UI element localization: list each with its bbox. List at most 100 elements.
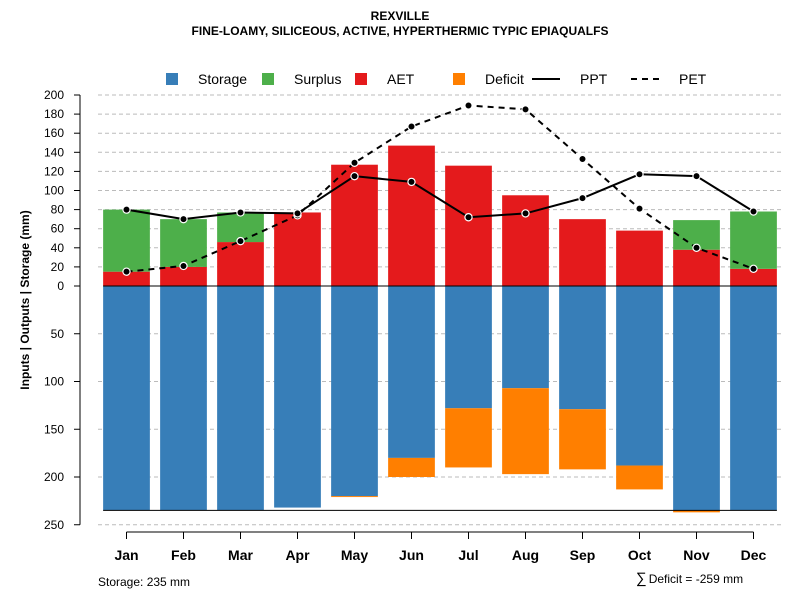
storage-bar xyxy=(616,286,663,466)
x-tick-label: Feb xyxy=(171,547,196,563)
legend-swatch xyxy=(355,73,367,85)
ppt-line-point xyxy=(692,171,701,181)
ppt-line xyxy=(126,173,755,221)
storage-bar xyxy=(103,286,150,511)
y-tick-label: 60 xyxy=(51,222,65,236)
y-tick-label: 120 xyxy=(44,164,64,178)
ppt-line-point xyxy=(179,214,188,224)
aet-bar xyxy=(217,242,264,286)
surplus-bar xyxy=(103,209,150,272)
y-tick-label: 200 xyxy=(44,88,64,102)
ppt-line-point xyxy=(749,207,758,216)
x-tick-label: Oct xyxy=(628,547,652,563)
x-tick-label: Dec xyxy=(741,547,767,563)
y-tick-label: 200 xyxy=(44,470,64,484)
ppt-line-point xyxy=(350,171,359,181)
x-tick-label: Aug xyxy=(512,547,539,563)
pet-line-point xyxy=(749,264,758,274)
deficit-bar xyxy=(502,388,549,475)
y-tick-label: 50 xyxy=(51,327,65,341)
y-tick-label: 20 xyxy=(51,260,65,274)
ppt-line-point xyxy=(578,193,587,203)
pet-line-point xyxy=(122,267,131,276)
aet-bar xyxy=(673,249,720,286)
legend-label: AET xyxy=(387,71,415,87)
storage-bar xyxy=(502,286,549,389)
axes: 0 20 40 60 80 100 120 140 160 180 200 50 100 150 200 25… xyxy=(18,88,777,563)
deficit-bar xyxy=(331,496,378,498)
y-tick-label: 150 xyxy=(44,422,64,436)
x-tick-label: Sep xyxy=(570,547,596,563)
legend-swatch xyxy=(166,73,178,85)
series-lines xyxy=(122,101,758,276)
deficit-bar xyxy=(673,510,720,513)
x-tick-label: Apr xyxy=(285,547,310,563)
deficit-bar xyxy=(388,457,435,477)
aet-bar xyxy=(559,219,606,286)
y-tick-label: 40 xyxy=(51,241,65,255)
legend-label: Surplus xyxy=(294,71,341,87)
storage-bar xyxy=(559,286,606,410)
storage-bar xyxy=(160,286,207,511)
ppt-line-point xyxy=(464,213,473,222)
pet-line-point xyxy=(521,105,530,114)
chart-title: REXVILLE xyxy=(370,9,430,23)
aet-bar xyxy=(274,212,321,286)
y-axis-title: Inputs | Outputs | Storage (mm) xyxy=(18,210,32,389)
legend-label: PET xyxy=(679,71,707,87)
sigma-symbol: ∑ xyxy=(636,570,647,587)
aet-bar xyxy=(388,145,435,286)
ppt-line-point xyxy=(521,209,530,218)
storage-bar xyxy=(673,286,720,511)
x-tick-label: Jan xyxy=(114,547,138,563)
aet-bar xyxy=(331,164,378,286)
y-tick-label: 100 xyxy=(44,184,64,198)
deficit-total-label: Deficit = -259 mm xyxy=(648,572,744,586)
deficit-total: ∑ Deficit = -259 mm xyxy=(636,570,743,587)
aet-bar xyxy=(730,268,777,286)
x-tick-label: Jun xyxy=(399,547,424,563)
storage-bar xyxy=(274,286,321,508)
y-tick-label: 100 xyxy=(44,375,64,389)
x-tick-label: May xyxy=(341,547,368,563)
surplus-bar xyxy=(730,211,777,269)
storage-bar xyxy=(730,286,777,511)
storage-bar xyxy=(445,286,492,409)
y-tick-label: 160 xyxy=(44,126,64,140)
chart-subtitle: FINE-LOAMY, SILICEOUS, ACTIVE, HYPERTHER… xyxy=(191,24,609,38)
y-tick-label: 0 xyxy=(57,279,64,293)
surplus-bar xyxy=(160,219,207,267)
ppt-line-point xyxy=(293,209,302,218)
pet-line-point xyxy=(464,101,473,110)
y-tick-label: 80 xyxy=(51,203,65,217)
aet-bar xyxy=(616,230,663,286)
x-tick-label: Mar xyxy=(228,547,253,563)
y-tick-label: 140 xyxy=(44,145,64,159)
storage-bar xyxy=(217,286,264,511)
x-tick-label: Jul xyxy=(458,547,478,563)
ppt-line-point xyxy=(122,205,131,214)
pet-line-point xyxy=(407,122,416,131)
y-tick-label: 180 xyxy=(44,107,64,121)
storage-bar xyxy=(388,286,435,458)
pet-line-point xyxy=(692,243,701,252)
storage-note: Storage: 235 mm xyxy=(98,575,191,589)
y-tick-label: 250 xyxy=(44,518,64,532)
legend-swatch xyxy=(453,73,465,85)
pet-line-point xyxy=(350,158,359,168)
storage-bar xyxy=(331,286,378,497)
ppt-line-point xyxy=(635,170,644,179)
legend-label: PPT xyxy=(580,71,608,87)
x-tick-label: Nov xyxy=(683,547,710,563)
deficit-bar xyxy=(559,409,606,470)
deficit-bar xyxy=(616,465,663,490)
ppt-line-point xyxy=(407,177,416,187)
legend-label: Deficit xyxy=(485,71,524,87)
pet-line-point xyxy=(179,261,188,271)
legend-swatch xyxy=(262,73,274,85)
pet-line-point xyxy=(578,154,587,164)
pet-line-point xyxy=(236,236,245,246)
aet-bar xyxy=(103,271,150,286)
ppt-line-point xyxy=(236,208,245,217)
